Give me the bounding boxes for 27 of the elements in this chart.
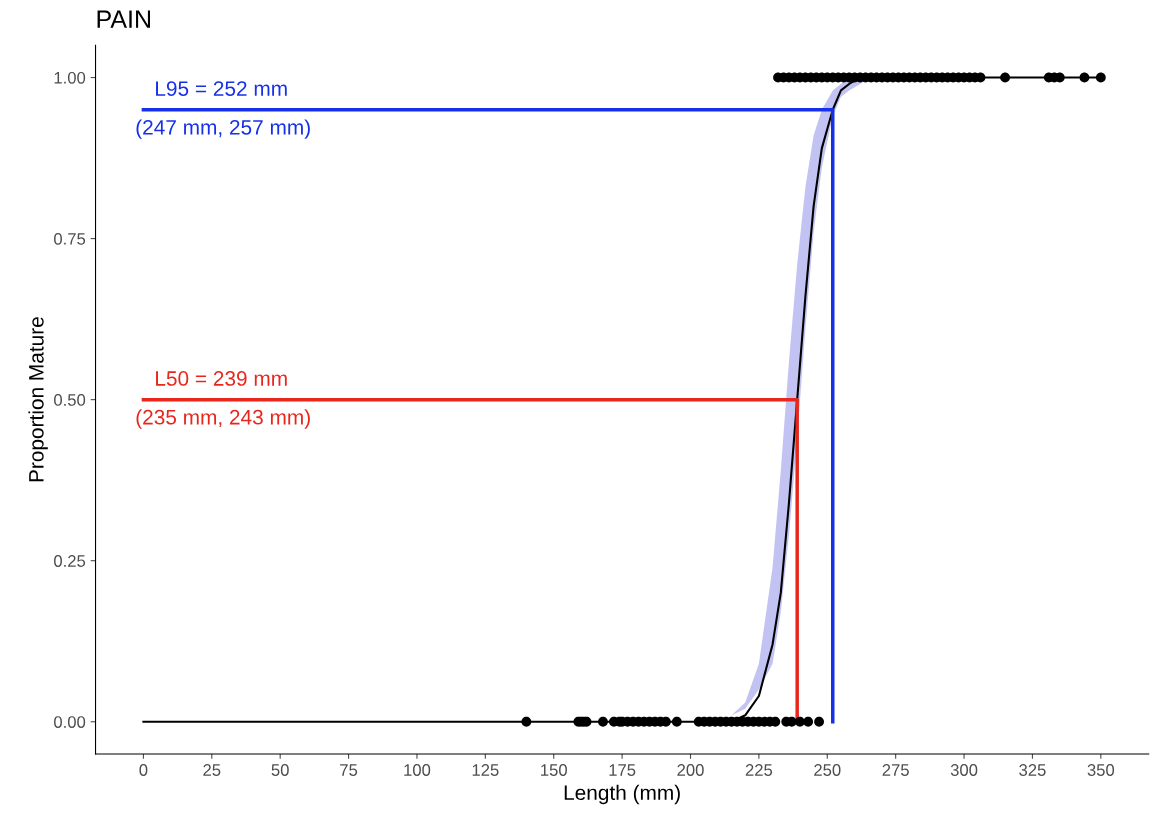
x-tick-label: 275 [882, 764, 909, 776]
x-tick-label: 50 [271, 764, 289, 776]
x-tick-label: 250 [814, 764, 841, 776]
y-tick-label: 1.00 [54, 71, 86, 84]
y-tick-label: 0.75 [54, 232, 86, 245]
annotation: (235 mm, 243 mm) [136, 409, 310, 429]
y-axis-title: Proportion Mature [28, 317, 48, 482]
x-tick-label: 25 [203, 764, 221, 776]
x-tick-label: 125 [472, 764, 499, 776]
x-tick-label: 200 [677, 764, 704, 776]
y-tick-label: 0.25 [54, 555, 86, 567]
x-tick-label: 75 [340, 764, 358, 776]
x-tick-label: 150 [541, 764, 567, 776]
y-tick-label: 0.00 [54, 716, 86, 728]
chart-title: PAIN [97, 10, 150, 28]
y-tick-label: 0.50 [54, 394, 86, 406]
x-tick-label: 350 [1087, 764, 1115, 776]
x-tick-label: 0 [139, 764, 148, 776]
x-tick-label: 325 [1019, 764, 1046, 776]
annotation: (247 mm, 257 mm) [136, 119, 310, 139]
x-axis-title: Length (mm) [564, 784, 680, 805]
series-label: L95 = 252 mm [156, 81, 287, 96]
x-tick-label: 225 [745, 764, 773, 776]
x-tick-label: 100 [404, 764, 431, 776]
x-tick-label: 175 [609, 764, 636, 776]
x-tick-label: 300 [950, 764, 978, 776]
series-label: L50 = 239 mm [156, 371, 287, 386]
